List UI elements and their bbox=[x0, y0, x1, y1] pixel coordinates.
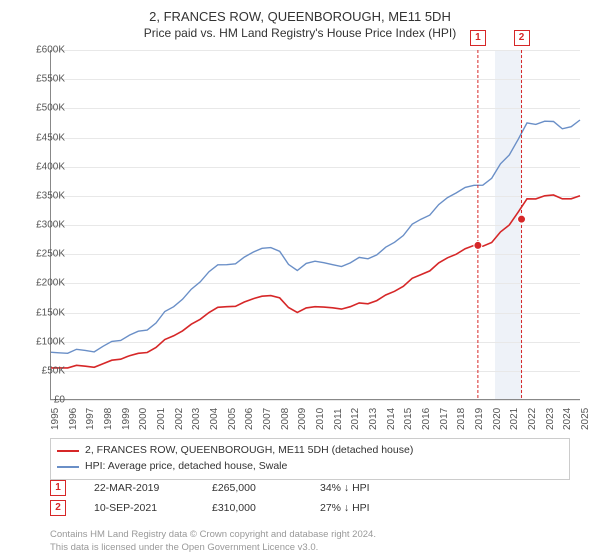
x-axis-tick: 2000 bbox=[138, 408, 149, 430]
legend-label: HPI: Average price, detached house, Swal… bbox=[85, 459, 287, 475]
x-axis-tick: 2004 bbox=[209, 408, 220, 430]
transaction-row: 2 10-SEP-2021 £310,000 27% ↓ HPI bbox=[50, 500, 370, 516]
transaction-index: 1 bbox=[50, 480, 66, 496]
x-axis-tick: 2003 bbox=[191, 408, 202, 430]
x-axis-tick: 2001 bbox=[156, 408, 167, 430]
x-axis-tick: 2002 bbox=[174, 408, 185, 430]
x-axis-tick: 2021 bbox=[509, 408, 520, 430]
y-axis-tick: £600K bbox=[17, 45, 65, 56]
transaction-hpi-delta: 34% ↓ HPI bbox=[320, 482, 370, 494]
legend: 2, FRANCES ROW, QUEENBOROUGH, ME11 5DH (… bbox=[50, 438, 570, 480]
transaction-index: 2 bbox=[50, 500, 66, 516]
legend-swatch bbox=[57, 466, 79, 468]
legend-row: HPI: Average price, detached house, Swal… bbox=[57, 459, 563, 475]
y-axis-tick: £200K bbox=[17, 278, 65, 289]
transaction-price: £265,000 bbox=[212, 482, 292, 494]
x-axis-tick: 1996 bbox=[68, 408, 79, 430]
transaction-marker: 1 bbox=[470, 30, 486, 46]
transaction-date: 22-MAR-2019 bbox=[94, 482, 184, 494]
transaction-row: 1 22-MAR-2019 £265,000 34% ↓ HPI bbox=[50, 480, 370, 496]
legend-row: 2, FRANCES ROW, QUEENBOROUGH, ME11 5DH (… bbox=[57, 443, 563, 459]
x-axis-tick: 2024 bbox=[562, 408, 573, 430]
x-axis-tick: 2008 bbox=[280, 408, 291, 430]
legend-swatch bbox=[57, 450, 79, 452]
x-axis-tick: 1999 bbox=[121, 408, 132, 430]
footer-line1: Contains HM Land Registry data © Crown c… bbox=[50, 529, 376, 541]
y-axis-tick: £100K bbox=[17, 336, 65, 347]
chart-title: 2, FRANCES ROW, QUEENBOROUGH, ME11 5DH bbox=[0, 0, 600, 26]
x-axis-tick: 2023 bbox=[545, 408, 556, 430]
y-axis-tick: £450K bbox=[17, 132, 65, 143]
x-axis-tick: 2013 bbox=[368, 408, 379, 430]
y-axis-tick: £400K bbox=[17, 161, 65, 172]
y-axis-tick: £0 bbox=[17, 395, 65, 406]
x-axis-tick: 2010 bbox=[315, 408, 326, 430]
x-axis-tick: 2011 bbox=[333, 408, 344, 430]
series-hpi bbox=[50, 120, 580, 353]
transaction-date: 10-SEP-2021 bbox=[94, 502, 184, 514]
x-axis-tick: 2022 bbox=[527, 408, 538, 430]
x-axis-tick: 2012 bbox=[350, 408, 361, 430]
x-axis-tick: 2005 bbox=[227, 408, 238, 430]
x-axis-tick: 2015 bbox=[403, 408, 414, 430]
chart-plot-area: 12 bbox=[50, 50, 580, 400]
x-axis-tick: 2020 bbox=[492, 408, 503, 430]
transactions-table: 1 22-MAR-2019 £265,000 34% ↓ HPI 2 10-SEP-202… bbox=[50, 480, 370, 520]
x-axis-tick: 2014 bbox=[386, 408, 397, 430]
y-axis-tick: £350K bbox=[17, 190, 65, 201]
y-axis-tick: £300K bbox=[17, 220, 65, 231]
transaction-marker: 2 bbox=[514, 30, 530, 46]
x-axis-tick: 1997 bbox=[85, 408, 96, 430]
y-axis-tick: £500K bbox=[17, 103, 65, 114]
y-axis-tick: £250K bbox=[17, 249, 65, 260]
x-axis-tick: 2019 bbox=[474, 408, 485, 430]
x-axis-tick: 2007 bbox=[262, 408, 273, 430]
x-axis-tick: 1995 bbox=[50, 408, 61, 430]
x-axis-tick: 2018 bbox=[456, 408, 467, 430]
x-axis-tick: 2025 bbox=[580, 408, 591, 430]
chart-subtitle: Price paid vs. HM Land Registry's House … bbox=[0, 26, 600, 44]
transaction-hpi-delta: 27% ↓ HPI bbox=[320, 502, 370, 514]
x-axis-tick: 2006 bbox=[244, 408, 255, 430]
legend-label: 2, FRANCES ROW, QUEENBOROUGH, ME11 5DH (… bbox=[85, 443, 413, 459]
x-axis-tick: 2009 bbox=[297, 408, 308, 430]
x-axis-tick: 1998 bbox=[103, 408, 114, 430]
y-axis-tick: £550K bbox=[17, 74, 65, 85]
footer-line2: This data is licensed under the Open Gov… bbox=[50, 542, 376, 554]
chart-lines bbox=[50, 50, 580, 400]
x-axis-tick: 2017 bbox=[439, 408, 450, 430]
y-axis-tick: £150K bbox=[17, 307, 65, 318]
series-property bbox=[50, 195, 580, 368]
y-axis-tick: £50K bbox=[17, 365, 65, 376]
footer-attribution: Contains HM Land Registry data © Crown c… bbox=[50, 529, 376, 554]
x-axis-tick: 2016 bbox=[421, 408, 432, 430]
transaction-price: £310,000 bbox=[212, 502, 292, 514]
